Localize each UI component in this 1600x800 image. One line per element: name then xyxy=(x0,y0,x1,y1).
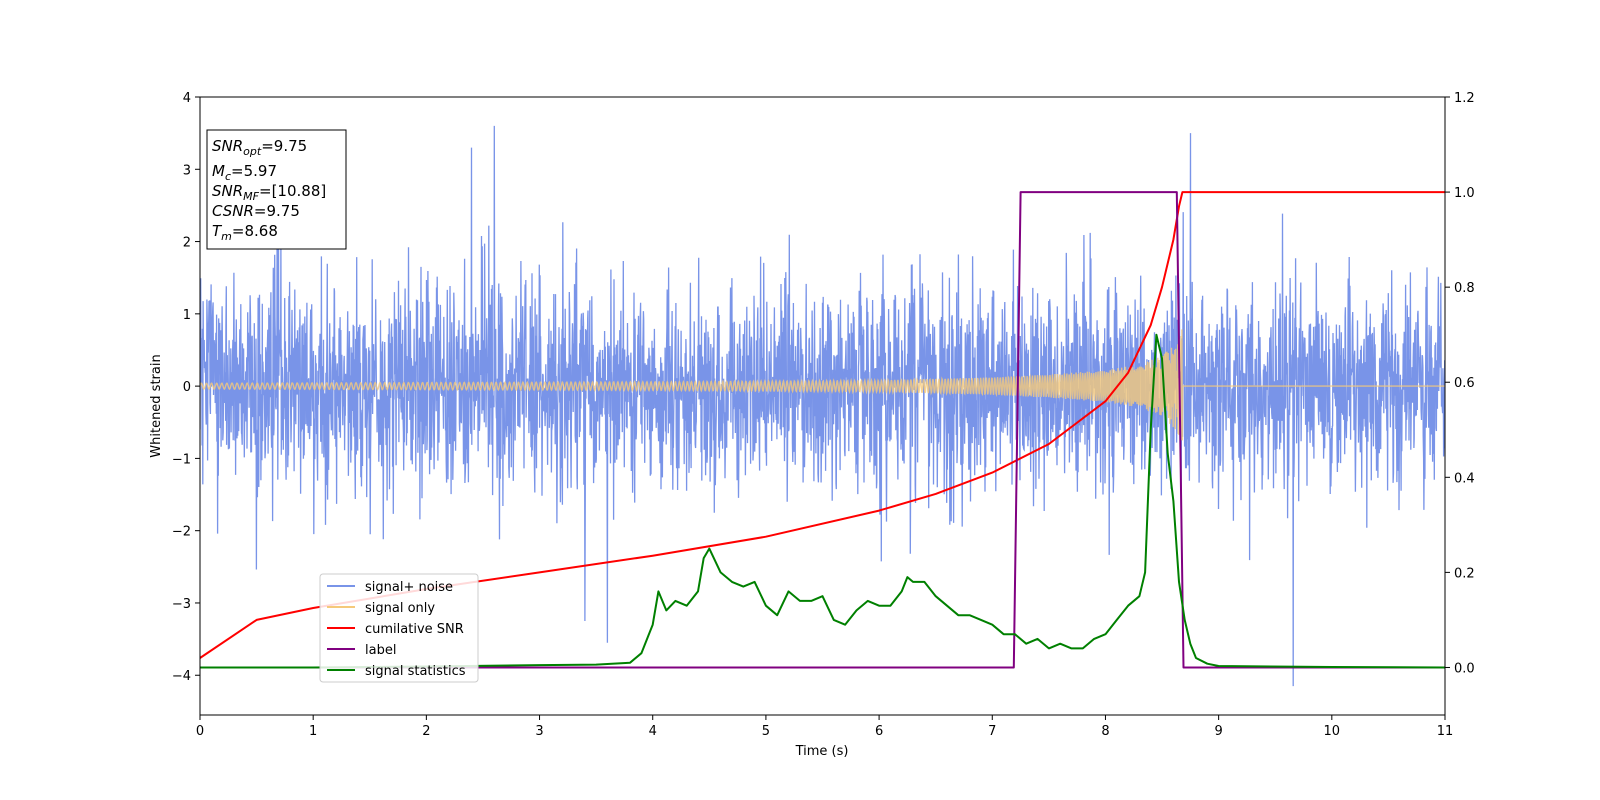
info-box: SNRopt=9.75 Mc=5.97SNRMF=[10.88]CSNR=9.75… xyxy=(206,129,347,250)
y2-tick-label: 1.0 xyxy=(1454,186,1475,201)
series-label-line xyxy=(200,191,1445,669)
y-tick-label: −2 xyxy=(172,525,191,540)
x-tick-label: 6 xyxy=(875,724,883,739)
legend-label: label xyxy=(365,643,396,658)
x-tick-label: 11 xyxy=(1437,724,1454,739)
y-tick-label: 4 xyxy=(183,91,191,106)
info-line: SNRopt=9.75 xyxy=(212,137,307,158)
y-axis-label: Whitened strain xyxy=(149,354,164,457)
y2-tick-label: 1.2 xyxy=(1454,91,1475,106)
plot-frame xyxy=(199,96,1446,716)
x-tick-label: 4 xyxy=(649,724,657,739)
x-tick-label: 7 xyxy=(988,724,996,739)
y-tick-label: 1 xyxy=(183,308,191,323)
series-signal-only-line xyxy=(200,329,1445,441)
x-tick-label: 0 xyxy=(196,724,204,739)
y-tick-label: −3 xyxy=(172,597,191,612)
legend-item: signal+ noise xyxy=(327,580,453,595)
x-tick-label: 2 xyxy=(422,724,430,739)
legend-item: signal only xyxy=(327,601,435,616)
x-axis: 0 1 2 3 4 5 6 7 8 9 10 11 xyxy=(196,715,1453,739)
y-axis-right: 0.0 0.2 0.4 0.6 0.8 1.0 1.2 xyxy=(1445,91,1475,676)
legend-label: signal statistics xyxy=(365,664,466,679)
y2-tick-label: 0.4 xyxy=(1454,471,1475,486)
y2-tick-label: 0.0 xyxy=(1454,661,1475,676)
x-tick-label: 9 xyxy=(1214,724,1222,739)
x-tick-label: 3 xyxy=(535,724,543,739)
y-tick-label: −4 xyxy=(172,669,191,684)
x-tick-label: 1 xyxy=(309,724,317,739)
x-tick-label: 5 xyxy=(762,724,770,739)
legend-item: cumilative SNR xyxy=(327,622,464,637)
x-axis-label: Time (s) xyxy=(795,744,849,759)
legend-label: signal only xyxy=(365,601,435,616)
legend-label: signal+ noise xyxy=(365,580,453,595)
legend-item: signal statistics xyxy=(327,664,466,679)
y2-tick-label: 0.8 xyxy=(1454,281,1475,296)
legend-item: label xyxy=(327,643,396,658)
x-tick-label: 10 xyxy=(1324,724,1341,739)
y-tick-label: −1 xyxy=(172,452,191,467)
y-tick-label: 3 xyxy=(183,163,191,178)
info-line: SNRMF=[10.88] xyxy=(212,182,326,203)
info-line: Mc=5.97 xyxy=(212,162,277,183)
legend: signal+ noise signal only cumilative SNR la… xyxy=(319,573,479,683)
y-tick-label: 2 xyxy=(183,236,191,251)
y-tick-label: 0 xyxy=(183,380,191,395)
y2-tick-label: 0.6 xyxy=(1454,376,1475,391)
legend-frame xyxy=(319,573,479,683)
series-signal-noise-line xyxy=(200,125,1445,687)
legend-label: cumilative SNR xyxy=(365,622,464,637)
y-axis-left: −4 −3 −2 −1 0 1 2 3 4 xyxy=(172,91,200,684)
x-tick-label: 8 xyxy=(1101,724,1109,739)
info-box-frame xyxy=(206,129,347,250)
info-line: Tm=8.68 xyxy=(212,222,278,243)
y2-tick-label: 0.2 xyxy=(1454,566,1475,581)
info-line: CSNR=9.75 xyxy=(212,202,300,220)
series-signal-statistics-line xyxy=(200,333,1445,669)
